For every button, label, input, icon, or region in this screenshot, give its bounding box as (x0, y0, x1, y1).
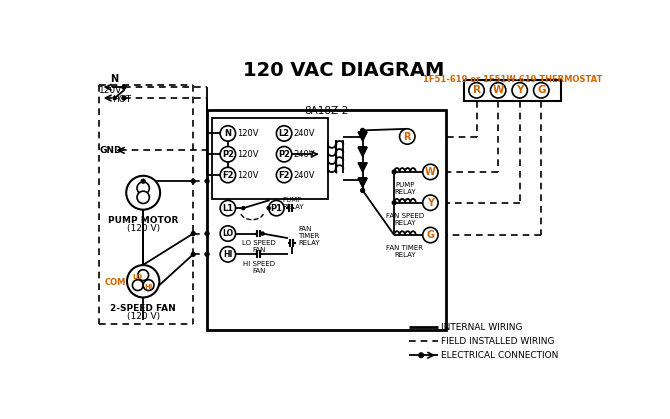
Text: (120 V): (120 V) (127, 312, 159, 321)
Circle shape (399, 129, 415, 144)
Circle shape (205, 232, 209, 235)
Text: HI: HI (145, 285, 153, 290)
Bar (207, 110, 446, 330)
Circle shape (423, 228, 438, 243)
Circle shape (392, 170, 396, 174)
Text: P2: P2 (278, 150, 290, 159)
Text: R: R (472, 85, 480, 95)
Text: 120V: 120V (237, 129, 259, 138)
Circle shape (123, 96, 125, 100)
Circle shape (277, 147, 291, 162)
Text: FIELD INSTALLED WIRING: FIELD INSTALLED WIRING (441, 337, 555, 346)
Circle shape (133, 280, 143, 290)
Circle shape (360, 189, 364, 192)
Circle shape (205, 252, 209, 256)
Text: W: W (492, 85, 504, 95)
Circle shape (122, 85, 126, 89)
Text: F2: F2 (278, 171, 290, 179)
Text: LO: LO (133, 274, 143, 280)
Polygon shape (358, 178, 367, 187)
Circle shape (137, 182, 149, 194)
Circle shape (137, 191, 149, 204)
Text: FAN
TIMER
RELAY: FAN TIMER RELAY (298, 226, 320, 246)
Circle shape (423, 195, 438, 210)
Text: FAN SPEED
RELAY: FAN SPEED RELAY (386, 213, 424, 226)
Circle shape (122, 96, 126, 100)
Circle shape (220, 200, 236, 216)
Text: 240V: 240V (293, 150, 315, 159)
Circle shape (220, 147, 236, 162)
Circle shape (205, 179, 209, 183)
Circle shape (392, 201, 396, 204)
Circle shape (138, 270, 149, 280)
Text: COM: COM (105, 278, 126, 287)
Text: Y: Y (516, 85, 523, 95)
Circle shape (269, 200, 284, 216)
Text: HI: HI (223, 250, 232, 259)
Text: 120V: 120V (237, 171, 259, 179)
Circle shape (261, 232, 264, 235)
Text: LO: LO (222, 229, 233, 238)
Circle shape (277, 126, 291, 141)
Text: 1F51-619 or 1F51W-619 THERMOSTAT: 1F51-619 or 1F51W-619 THERMOSTAT (423, 75, 602, 84)
Text: W: W (425, 167, 436, 177)
Circle shape (490, 83, 506, 98)
Text: G: G (426, 230, 434, 240)
Circle shape (419, 353, 423, 357)
Circle shape (143, 280, 154, 290)
Text: (120 V): (120 V) (127, 223, 159, 233)
Text: GND: GND (99, 146, 122, 155)
Text: R: R (403, 132, 411, 142)
Text: P1: P1 (271, 204, 282, 212)
Circle shape (192, 179, 195, 183)
Circle shape (469, 83, 484, 98)
Text: 8A18Z-2: 8A18Z-2 (304, 106, 348, 116)
Circle shape (423, 164, 438, 180)
Polygon shape (358, 132, 367, 141)
Text: G: G (537, 85, 545, 95)
Text: PUMP MOTOR: PUMP MOTOR (108, 216, 178, 225)
Circle shape (512, 83, 527, 98)
Text: ELECTRICAL CONNECTION: ELECTRICAL CONNECTION (441, 351, 559, 360)
Circle shape (220, 247, 236, 262)
Circle shape (267, 207, 270, 210)
Circle shape (277, 167, 291, 183)
Text: INTERNAL WIRING: INTERNAL WIRING (441, 323, 523, 332)
Circle shape (220, 226, 236, 241)
Circle shape (126, 176, 160, 210)
Text: P2: P2 (222, 150, 234, 159)
Text: FAN TIMER
RELAY: FAN TIMER RELAY (387, 245, 423, 258)
Text: L2: L2 (279, 129, 289, 138)
Polygon shape (358, 147, 367, 157)
Polygon shape (358, 163, 367, 172)
Circle shape (192, 232, 195, 235)
Circle shape (533, 83, 549, 98)
Circle shape (127, 265, 159, 297)
Text: F2: F2 (222, 171, 234, 179)
Text: PUMP
RELAY: PUMP RELAY (394, 182, 416, 195)
Text: 120 VAC DIAGRAM: 120 VAC DIAGRAM (243, 61, 444, 80)
Bar (212, 118, 328, 199)
Text: 120V: 120V (237, 150, 259, 159)
Text: LO SPEED
FAN: LO SPEED FAN (242, 241, 275, 253)
Circle shape (141, 179, 145, 183)
Text: HI SPEED
FAN: HI SPEED FAN (243, 261, 275, 274)
Text: Y: Y (427, 198, 434, 208)
Circle shape (113, 96, 116, 100)
Text: 2-SPEED FAN: 2-SPEED FAN (111, 304, 176, 313)
Circle shape (360, 129, 364, 132)
Text: 240V: 240V (293, 171, 315, 179)
Text: PUMP
RELAY: PUMP RELAY (283, 197, 304, 210)
Text: 120V: 120V (99, 86, 123, 95)
Text: HOT: HOT (113, 95, 131, 104)
Circle shape (220, 126, 236, 141)
Text: N: N (111, 74, 119, 84)
Circle shape (192, 252, 195, 256)
Bar (464, 80, 561, 101)
Text: L1: L1 (222, 204, 233, 212)
Circle shape (242, 207, 245, 210)
Text: N: N (224, 129, 231, 138)
Text: 240V: 240V (293, 129, 315, 138)
Circle shape (220, 167, 236, 183)
